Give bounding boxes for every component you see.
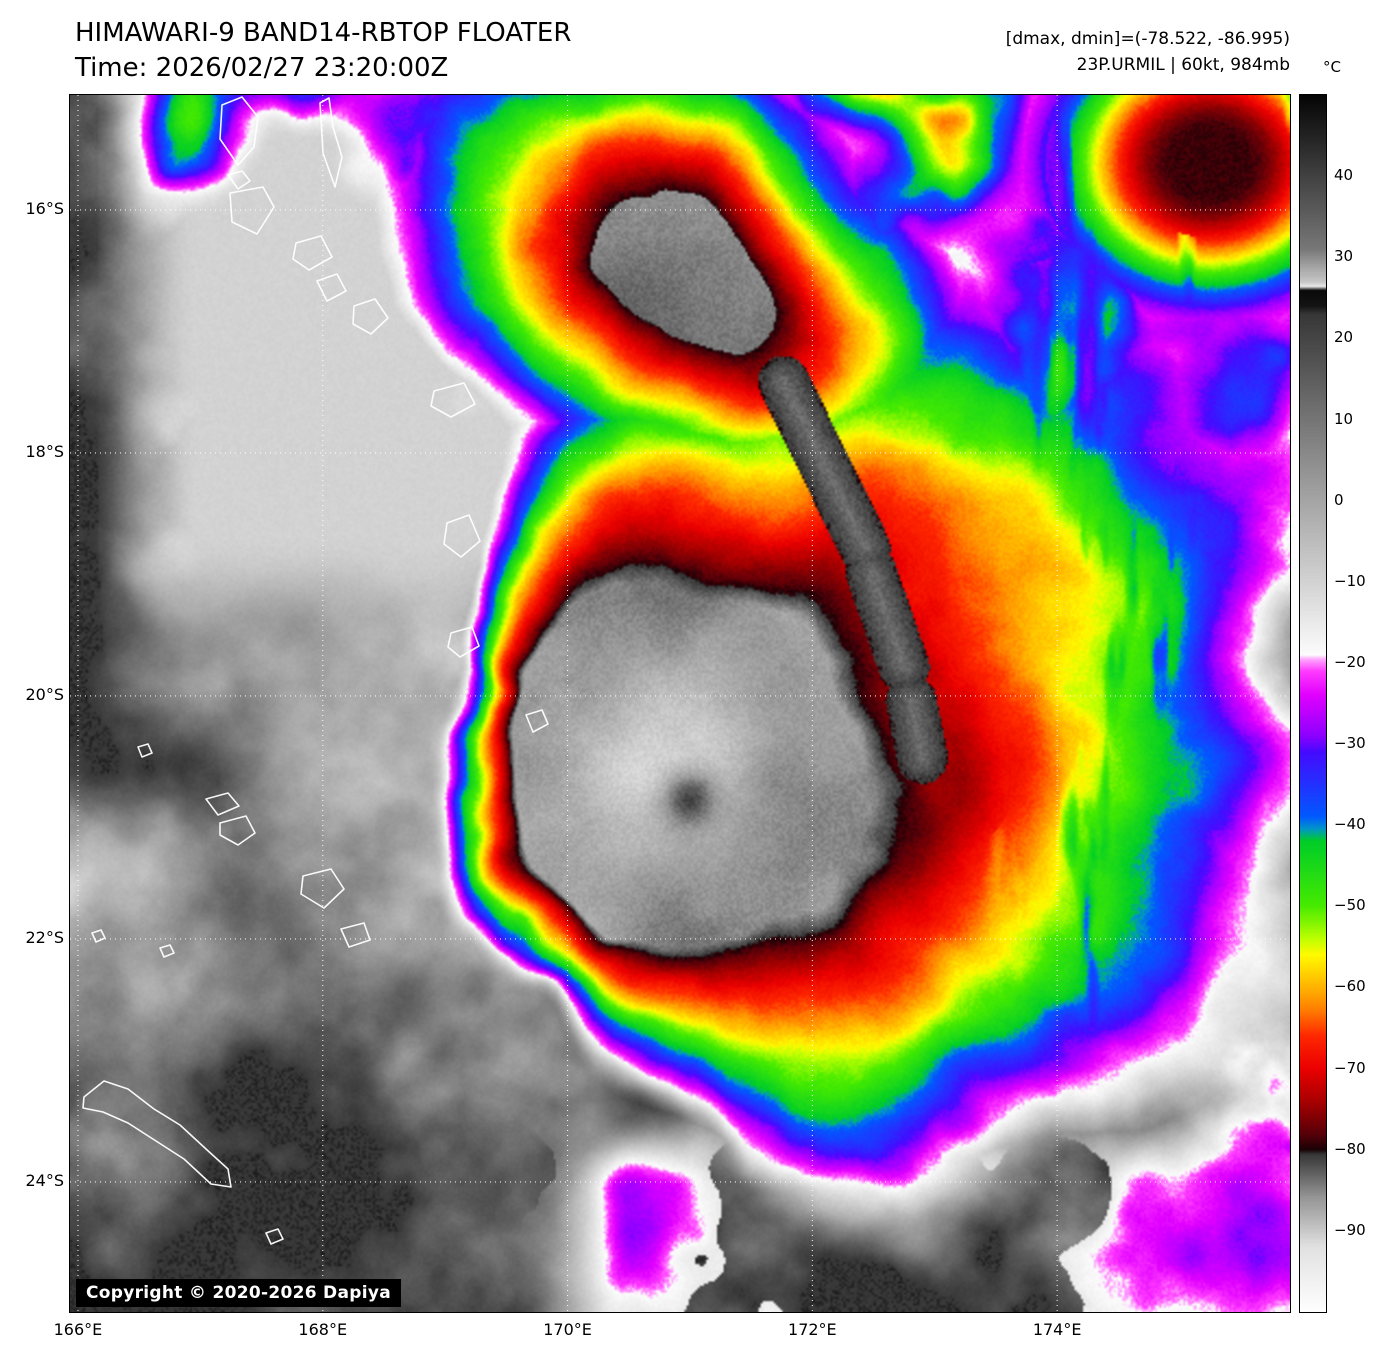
colorbar bbox=[1299, 94, 1327, 1313]
lat-tick-label: 22°S bbox=[25, 927, 64, 947]
dminmax-label: [dmax, dmin]=(-78.522, -86.995) bbox=[1005, 29, 1290, 49]
colorbar-tick-label: −20 bbox=[1334, 652, 1366, 671]
colorbar-tick-label: −90 bbox=[1334, 1220, 1366, 1239]
colorbar-tick-label: −70 bbox=[1334, 1058, 1366, 1077]
lat-tick-label: 16°S bbox=[25, 198, 64, 218]
lon-tick-label: 168°E bbox=[298, 1320, 348, 1339]
colorbar-unit-label: °C bbox=[1323, 58, 1341, 76]
colorbar-tick-label: 20 bbox=[1334, 328, 1354, 347]
colorbar-tick-label: −80 bbox=[1334, 1139, 1366, 1158]
colorbar-tick-label: 0 bbox=[1334, 490, 1344, 509]
copyright-badge: Copyright © 2020-2026 Dapiya bbox=[76, 1279, 401, 1307]
lon-tick-label: 166°E bbox=[53, 1320, 103, 1339]
lon-tick-label: 170°E bbox=[543, 1320, 592, 1339]
info-block: [dmax, dmin]=(-78.522, -86.995) 23P.URMI… bbox=[1006, 26, 1290, 78]
colorbar-tick-label: 30 bbox=[1334, 247, 1354, 266]
time-label: Time: 2026/02/27 23:20:00Z bbox=[75, 53, 449, 83]
lat-tick-label: 24°S bbox=[25, 1170, 64, 1190]
colorbar-tick-label: 40 bbox=[1334, 166, 1354, 185]
colorbar-tick-label: −40 bbox=[1334, 815, 1366, 834]
lon-tick-label: 174°E bbox=[1032, 1320, 1082, 1339]
satellite-image-canvas bbox=[70, 95, 1290, 1312]
product-title: HIMAWARI-9 BAND14-RBTOP FLOATER bbox=[75, 18, 572, 48]
colorbar-tick-label: −50 bbox=[1334, 896, 1366, 915]
title-block: HIMAWARI-9 BAND14-RBTOP FLOATER Time: 20… bbox=[75, 16, 571, 86]
lat-tick-label: 20°S bbox=[25, 684, 64, 704]
colorbar-canvas bbox=[1300, 95, 1326, 1312]
colorbar-tick-label: −60 bbox=[1334, 977, 1366, 996]
colorbar-tick-label: 10 bbox=[1334, 409, 1354, 428]
storm-info-label: 23P.URMIL | 60kt, 984mb bbox=[1076, 55, 1290, 75]
lat-tick-label: 18°S bbox=[25, 441, 64, 461]
colorbar-tick-label: −30 bbox=[1334, 734, 1366, 753]
colorbar-tick-label: −10 bbox=[1334, 571, 1366, 590]
map-plot: Copyright © 2020-2026 Dapiya bbox=[69, 94, 1291, 1313]
lon-tick-label: 172°E bbox=[788, 1320, 837, 1339]
